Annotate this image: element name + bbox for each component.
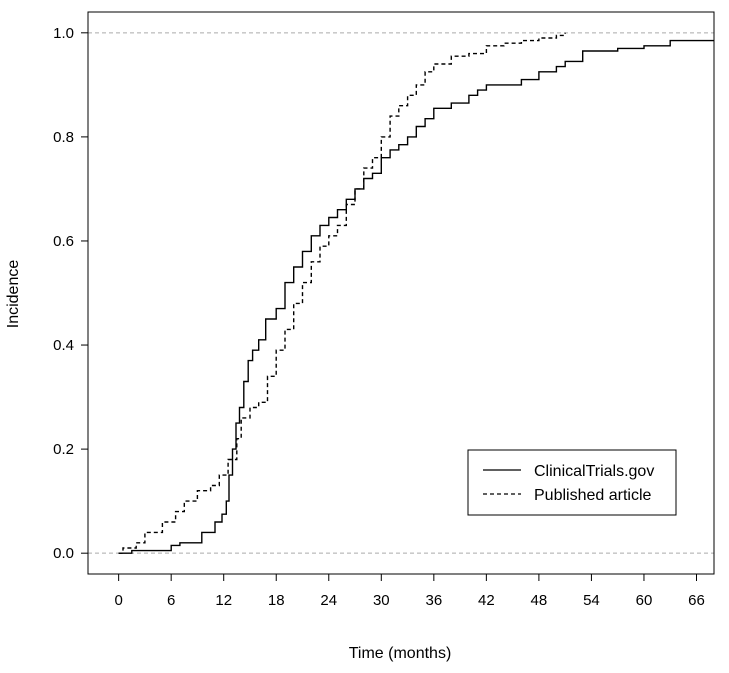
x-tick-label: 24	[320, 592, 337, 609]
x-tick-label: 18	[268, 592, 285, 609]
series-line-clinicaltrials	[118, 39, 714, 554]
series-layer	[118, 32, 714, 554]
legend-label-clinicaltrials: ClinicalTrials.gov	[534, 463, 654, 480]
x-tick-label: 48	[531, 592, 548, 609]
legend-label-published: Published article	[534, 487, 652, 504]
x-tick-label: 36	[425, 592, 442, 609]
y-tick-label: 0.4	[53, 337, 74, 354]
y-axis: 0.0 0.2 0.4 0.6 0.8 1.0	[53, 25, 89, 562]
x-tick-label: 12	[215, 592, 232, 609]
x-tick-label: 66	[688, 592, 705, 609]
series-line-published-article	[118, 32, 566, 554]
x-axis-title: Time (months)	[349, 645, 452, 662]
y-tick-label: 1.0	[53, 25, 74, 42]
x-tick-label: 0	[114, 592, 122, 609]
x-tick-label: 60	[636, 592, 653, 609]
x-tick-label: 54	[583, 592, 600, 609]
legend: ClinicalTrials.gov Published article	[467, 449, 677, 516]
legend-box	[467, 449, 677, 516]
x-tick-label: 6	[167, 592, 175, 609]
y-tick-label: 0.6	[53, 233, 74, 250]
x-tick-label: 42	[478, 592, 495, 609]
y-tick-label: 0.8	[53, 129, 74, 146]
y-tick-label: 0.0	[53, 545, 74, 562]
y-tick-label: 0.2	[53, 441, 74, 458]
y-axis-title: Incidence	[5, 260, 22, 329]
x-tick-label: 30	[373, 592, 390, 609]
x-axis: 0 6 12 18 24 30 36 42 48 54 60 66	[114, 573, 705, 609]
reference-lines	[88, 32, 714, 554]
